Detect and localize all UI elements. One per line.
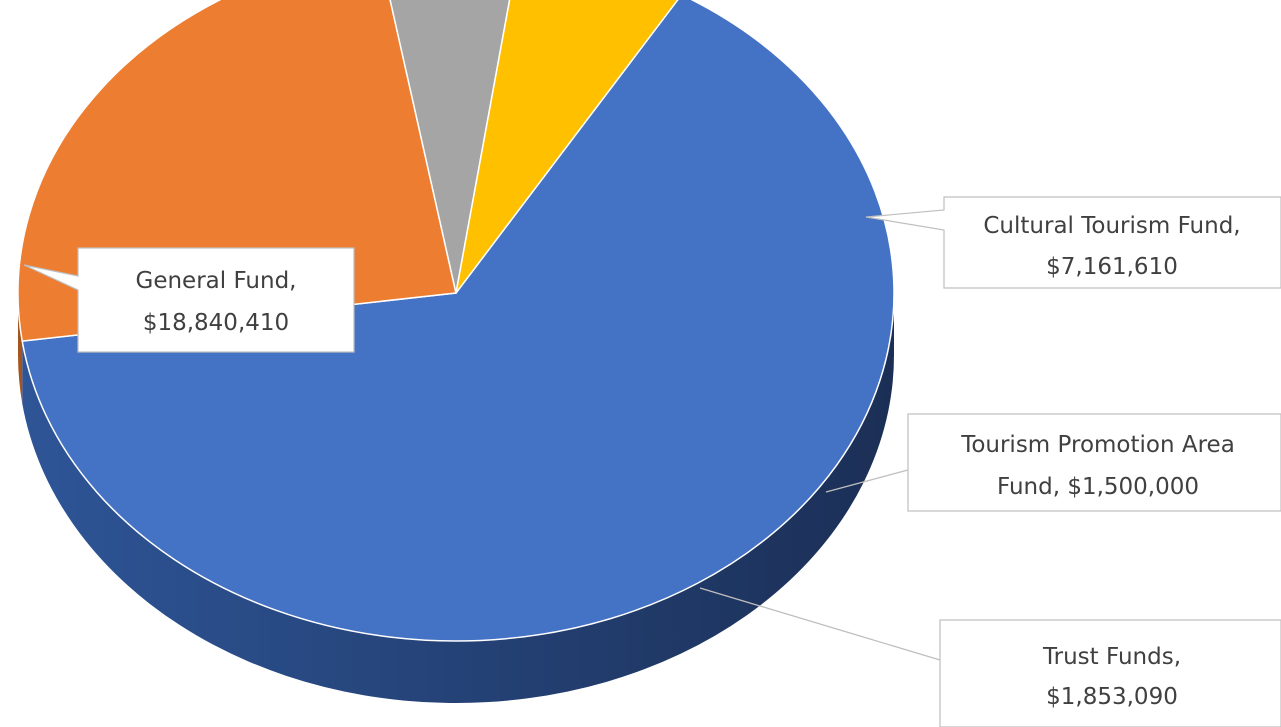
data-label-trust-funds: Trust Funds, $1,853,090 (699, 587, 1281, 727)
pie-slice-general-fund (21, 0, 895, 642)
data-label-general-fund-name: General Fund, (136, 268, 297, 294)
data-label-tourism-promotion-area-fund-value: Fund, $1,500,000 (997, 474, 1199, 500)
data-label-cultural-tourism-fund-value: $7,161,610 (1046, 254, 1178, 280)
pie-slice-trust-funds (455, 0, 679, 294)
data-label-cultural-tourism-fund: Cultural Tourism Fund, $7,161,610 (865, 196, 1281, 289)
data-label-trust-funds-name: Trust Funds, (1042, 644, 1181, 670)
data-label-tourism-promotion-area-fund: Tourism Promotion Area Fund, $1,500,000 (825, 413, 1281, 512)
data-label-general-fund: General Fund, $18,840,410 (23, 247, 355, 353)
data-label-general-fund-value: $18,840,410 (143, 310, 289, 336)
data-label-trust-funds-value: $1,853,090 (1046, 684, 1178, 710)
pie-slice-tourism-promotion-area-fund (389, 0, 511, 294)
data-label-cultural-tourism-fund-name: Cultural Tourism Fund, (983, 213, 1240, 239)
data-label-tourism-promotion-area-fund-name: Tourism Promotion Area (960, 432, 1235, 458)
pie-side-general-fund (22, 293, 895, 704)
